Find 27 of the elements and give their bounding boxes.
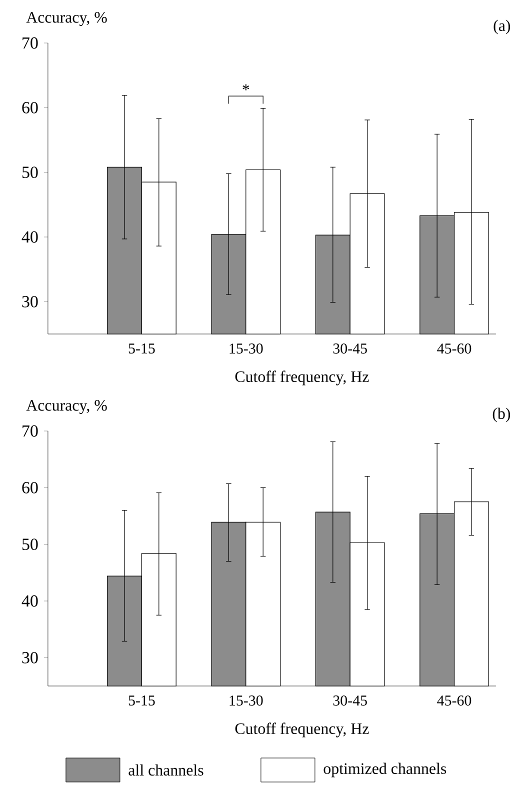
y-tick-label: 70 [22,425,38,437]
x-axis-title: Cutoff frequency, Hz [235,370,369,386]
x-tick-label: 45-60 [437,696,472,706]
y-tick-label: 30 [22,652,38,664]
x-axis-title: Cutoff frequency, Hz [235,722,369,738]
chart-title: (b) [492,408,510,422]
y-axis-title: Accuracy, % [26,12,107,26]
y-tick-label: 60 [22,482,38,494]
x-tick-label: 45-60 [437,344,472,354]
y-tick-label: 30 [22,296,38,308]
x-tick-label: 30-45 [333,696,367,706]
y-tick-label: 40 [22,231,38,243]
chart-title: (a) [494,20,510,34]
annotation: * [242,84,250,90]
legend-label: optimized channels [324,762,446,778]
x-tick-label: 5-15 [128,696,155,706]
x-tick-label: 15-30 [230,344,263,354]
y-tick-label: 40 [22,595,38,607]
y-tick-label: 60 [22,102,38,114]
y-tick-label: 50 [22,538,38,550]
legend-label: all channels [128,764,204,776]
y-tick-label: 50 [22,166,38,178]
y-axis-title: Accuracy, % [26,400,107,414]
y-tick-label: 70 [22,37,38,49]
x-tick-label: 15-30 [230,696,263,706]
x-tick-label: 5-15 [128,344,155,354]
x-tick-label: 30-45 [333,344,367,354]
